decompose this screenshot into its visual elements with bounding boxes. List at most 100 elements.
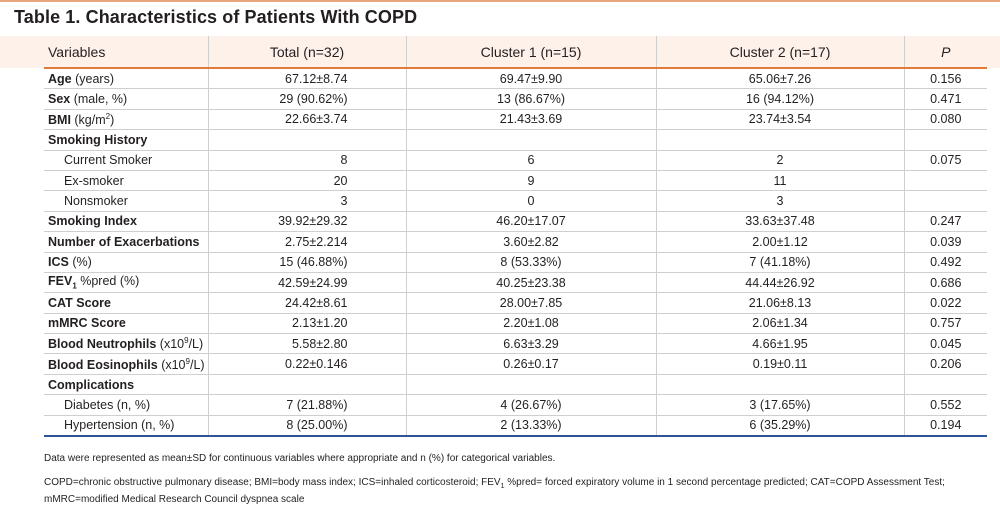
table-row: BMI (kg/m2) 22.66±3.74 21.43±3.69 23.74±3.5…	[44, 109, 987, 131]
variable-label: Number of Exacerbations	[44, 231, 208, 253]
table-row: Smoking Index 39.92±29.32 46.20±17.07 33.63…	[44, 211, 987, 233]
cluster2-value: 4.66±1.95	[655, 333, 904, 355]
total-value: 29 (90.62%)	[207, 88, 406, 110]
footnote-fev-subscript: 1	[500, 483, 505, 490]
variable-label: ICS (%)	[44, 252, 208, 273]
variable-name: Blood Eosinophils	[48, 357, 158, 372]
p-value	[903, 170, 987, 192]
header-row: Variables Total (n=32) Cluster 1 (n=15) …	[44, 36, 987, 69]
footnote-abbreviations: COPD=chronic obstructive pulmonary disea…	[44, 476, 964, 506]
variable-name: mMRC Score	[48, 316, 126, 331]
variable-label: Diabetes (n, %)	[44, 394, 208, 416]
cluster1-value: 2 (13.33%)	[405, 415, 656, 438]
table-row: Hypertension (n, %) 8 (25.00%) 2 (13.33%) 6…	[44, 415, 987, 438]
footnote-abbrev-part3: mMRC=modified Medical Research Council d…	[44, 494, 305, 505]
total-value: 7 (21.88%)	[207, 394, 406, 416]
total-value: 42.59±24.99	[207, 272, 406, 294]
cluster2-value: 3	[655, 190, 904, 212]
total-value	[207, 129, 406, 151]
cluster2-value: 2	[655, 150, 904, 171]
variable-label: BMI (kg/m2)	[44, 109, 208, 131]
col-header-variables: Variables	[44, 36, 208, 69]
table-row: ICS (%) 15 (46.88%) 8 (53.33%) 7 (41.18%) 0.…	[44, 252, 987, 273]
cluster2-value: 21.06±8.13	[655, 292, 904, 314]
variable-label: Smoking History	[44, 129, 208, 151]
variable-label: Blood Eosinophils (x109/L)	[44, 353, 208, 375]
total-value: 0.22±0.146	[207, 353, 406, 375]
p-value: 0.045	[903, 333, 987, 355]
cluster2-value: 2.06±1.34	[655, 313, 904, 335]
total-value: 15 (46.88%)	[207, 252, 406, 273]
cluster1-value: 8 (53.33%)	[405, 252, 656, 273]
top-accent-rule	[0, 0, 1000, 2]
col-header-total: Total (n=32)	[207, 36, 406, 69]
table-row: Complications	[44, 374, 987, 396]
cluster1-value: 46.20±17.07	[405, 211, 656, 233]
variable-name: ICS	[48, 255, 69, 270]
cluster2-value: 23.74±3.54	[655, 109, 904, 131]
table-row: FEV1 %pred (%) 42.59±24.99 40.25±23.38 44.4…	[44, 272, 987, 294]
footnote-abbrev-part1: COPD=chronic obstructive pulmonary disea…	[44, 477, 501, 488]
cluster2-value: 44.44±26.92	[655, 272, 904, 294]
p-value: 0.022	[903, 292, 987, 314]
table-row: mMRC Score 2.13±1.20 2.20±1.08 2.06±1.34 0.7…	[44, 313, 987, 335]
total-value: 8	[207, 150, 406, 171]
footnote-data-representation: Data were represented as mean±SD for con…	[44, 453, 556, 464]
sub-variable-label: Current Smoker	[64, 153, 153, 168]
cluster2-value: 11	[655, 170, 904, 192]
cluster2-value	[655, 374, 904, 396]
total-value: 3	[207, 190, 406, 212]
p-value: 0.686	[903, 272, 987, 294]
total-value: 22.66±3.74	[207, 109, 406, 131]
variable-name: FEV	[48, 274, 73, 289]
total-value: 67.12±8.74	[207, 68, 406, 90]
cluster2-value: 0.19±0.11	[655, 353, 904, 375]
table-row: Age (years) 67.12±8.74 69.47±9.90 65.06±7.2…	[44, 68, 987, 90]
table-frame: Variables Total (n=32) Cluster 1 (n=15) …	[0, 36, 1000, 445]
variable-name: CAT Score	[48, 295, 111, 310]
cluster1-value: 9	[405, 170, 656, 192]
variable-label: Blood Neutrophils (x109/L)	[44, 333, 208, 355]
table-row: Ex-smoker 20 9 11	[44, 170, 987, 192]
cluster2-value: 7 (41.18%)	[655, 252, 904, 273]
variable-label: Smoking Index	[44, 211, 208, 233]
cluster2-value: 2.00±1.12	[655, 231, 904, 253]
cluster1-value: 4 (26.67%)	[405, 394, 656, 416]
variable-name: Smoking Index	[48, 214, 137, 229]
variable-unit: (x10	[157, 357, 186, 372]
variable-unit-suffix: /L)	[189, 357, 205, 372]
p-value	[903, 129, 987, 151]
variable-label: Nonsmoker	[44, 190, 208, 212]
characteristics-table: Variables Total (n=32) Cluster 1 (n=15) …	[44, 36, 987, 438]
p-value	[903, 190, 987, 212]
variable-name: Number of Exacerbations	[48, 234, 200, 249]
cluster2-value: 6 (35.29%)	[655, 415, 904, 438]
variable-name: BMI	[48, 113, 71, 128]
cluster2-value: 16 (94.12%)	[655, 88, 904, 110]
variable-subscript: 1	[72, 281, 77, 291]
p-value: 0.080	[903, 109, 987, 131]
variable-unit: (kg/m	[70, 113, 106, 128]
footnote-abbrev-part2: %pred= forced expiratory volume in 1 sec…	[504, 477, 945, 488]
p-value: 0.075	[903, 150, 987, 171]
p-value	[903, 374, 987, 396]
variable-label: Complications	[44, 374, 208, 396]
variable-unit-suffix: )	[110, 113, 115, 128]
table-row: CAT Score 24.42±8.61 28.00±7.85 21.06±8.13 0…	[44, 292, 987, 314]
variable-name: Smoking History	[48, 132, 148, 147]
col-header-cluster1: Cluster 1 (n=15)	[405, 36, 656, 69]
cluster1-value: 6.63±3.29	[405, 333, 656, 355]
table-row: Sex (male, %) 29 (90.62%) 13 (86.67%) 16 (9…	[44, 88, 987, 110]
table-row: Blood Eosinophils (x109/L) 0.22±0.146 0.26…	[44, 353, 987, 375]
cluster1-value: 69.47±9.90	[405, 68, 656, 90]
cluster1-value	[405, 129, 656, 151]
p-value: 0.471	[903, 88, 987, 110]
cluster1-value: 40.25±23.38	[405, 272, 656, 294]
col-header-p: P	[903, 36, 987, 69]
p-value: 0.194	[903, 415, 987, 438]
table-row: Number of Exacerbations 2.75±2.214 3.60±2.…	[44, 231, 987, 253]
variable-label: FEV1 %pred (%)	[44, 272, 208, 294]
variable-label: Ex-smoker	[44, 170, 208, 192]
table-row: Blood Neutrophils (x109/L) 5.58±2.80 6.63±…	[44, 333, 987, 355]
cluster2-value: 3 (17.65%)	[655, 394, 904, 416]
